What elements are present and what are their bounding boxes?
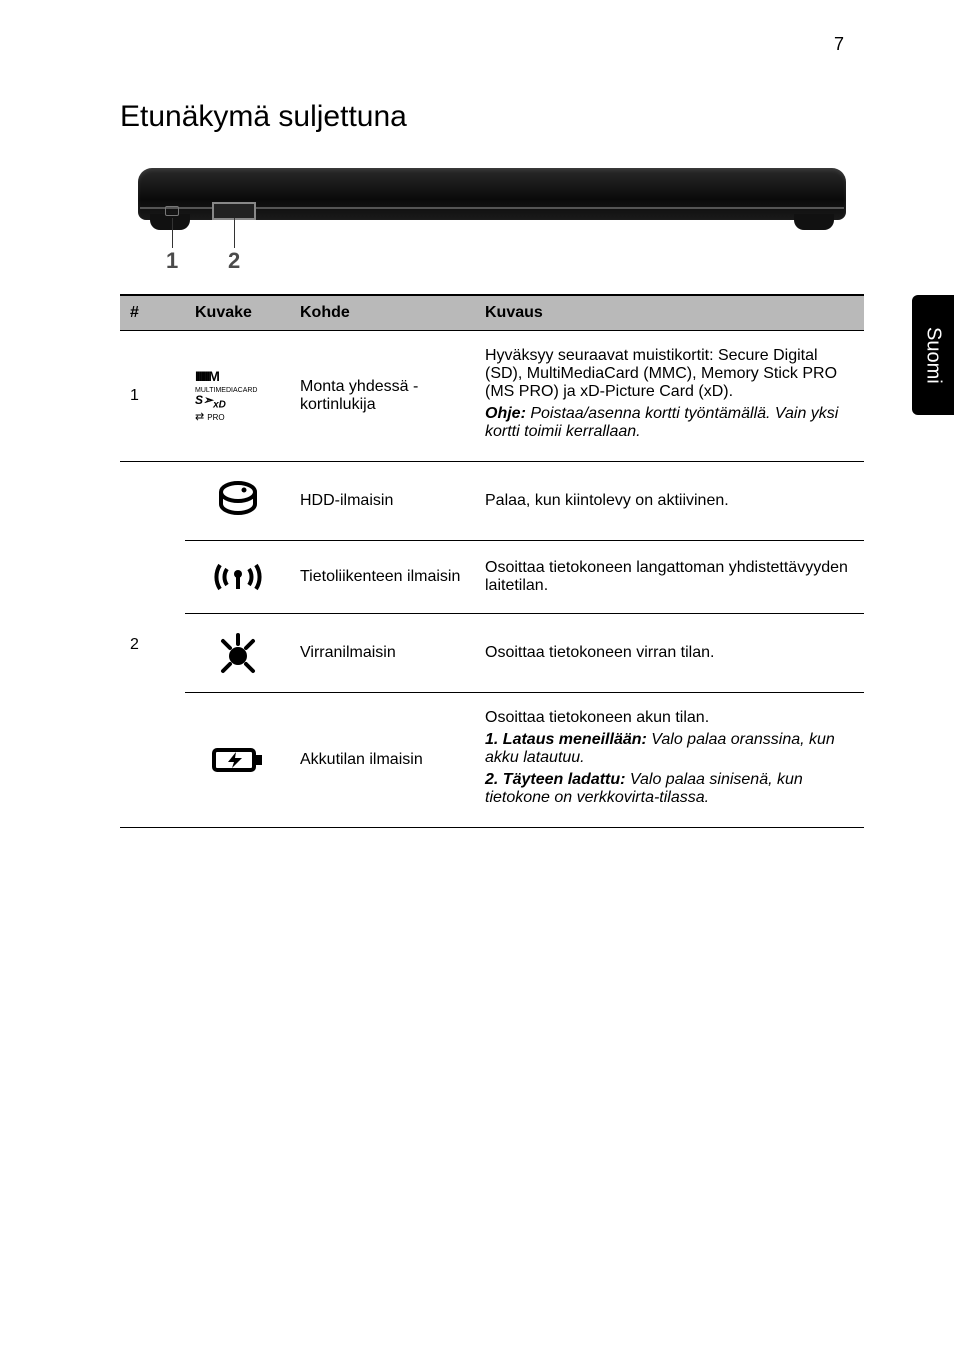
cell-num-1: 1 [120, 331, 185, 462]
cell-item-wireless: Tietoliikenteen ilmaisin [290, 541, 475, 614]
th-num: # [120, 295, 185, 331]
cell-desc-1: Hyväksyy seuraavat muistikortit: Secure … [475, 331, 864, 462]
page-number: 7 [834, 34, 844, 55]
icon-text-l3: PRO [207, 413, 224, 422]
th-icon: Kuvake [185, 295, 290, 331]
desc1-bold: Ohje: [485, 405, 526, 422]
power-icon [185, 614, 290, 693]
battery-b1: 1. Lataus meneillään: [485, 731, 647, 748]
cell-item-power: Virranilmaisin [290, 614, 475, 693]
multicard-icon: IIIIIIIM MULTIMEDIACARD S➣xD ⇄ PRO [185, 331, 290, 462]
cell-desc-hdd: Palaa, kun kiintolevy on aktiivinen. [475, 462, 864, 541]
language-tab: Suomi [912, 295, 954, 415]
table-header-row: # Kuvake Kohde Kuvaus [120, 295, 864, 331]
cell-desc-wireless: Osoittaa tietokoneen langattoman yhdiste… [475, 541, 864, 614]
icon-text-l2: xD [213, 400, 226, 411]
port-indicator-1 [165, 206, 179, 216]
battery-p1: Osoittaa tietokoneen akun tilan. [485, 709, 854, 727]
cell-desc-battery: Osoittaa tietokoneen akun tilan. 1. Lata… [475, 693, 864, 828]
battery-icon [185, 693, 290, 828]
spec-table: # Kuvake Kohde Kuvaus 1 IIIIIIIM MULTIME… [120, 294, 864, 828]
wireless-icon [185, 541, 290, 614]
table-row: Virranilmaisin Osoittaa tietokoneen virr… [120, 614, 864, 693]
hdd-icon [185, 462, 290, 541]
callout-label-1: 1 [166, 248, 178, 274]
th-item: Kohde [290, 295, 475, 331]
callout-label-2: 2 [228, 248, 240, 274]
table-row: Akkutilan ilmaisin Osoittaa tietokoneen … [120, 693, 864, 828]
page-title: Etunäkymä suljettuna [120, 100, 864, 134]
cell-num-2: 2 [120, 462, 185, 828]
cell-item-hdd: HDD-ilmaisin [290, 462, 475, 541]
laptop-foot-right [794, 214, 834, 230]
cell-item-1: Monta yhdessä -kortinlukija [290, 331, 475, 462]
battery-b2: 2. Täyteen ladattu: [485, 771, 625, 788]
table-row: 1 IIIIIIIM MULTIMEDIACARD S➣xD ⇄ PRO Mon… [120, 331, 864, 462]
callout-line-2 [234, 218, 235, 248]
table-row: 2 HDD-ilmaisin Palaa, kun kiintolevy on … [120, 462, 864, 541]
cell-desc-power: Osoittaa tietokoneen virran tilan. [475, 614, 864, 693]
laptop-foot-left [150, 214, 190, 230]
cell-item-battery: Akkutilan ilmaisin [290, 693, 475, 828]
table-row: Tietoliikenteen ilmaisin Osoittaa tietok… [120, 541, 864, 614]
callout-line-1 [172, 218, 173, 248]
th-desc: Kuvaus [475, 295, 864, 331]
desc1-p1: Hyväksyy seuraavat muistikortit: Secure … [485, 347, 854, 401]
desc1-p2: Poistaa/asenna kortti työntämällä. Vain … [485, 405, 838, 440]
laptop-closed-illustration: 1 2 [120, 164, 864, 274]
